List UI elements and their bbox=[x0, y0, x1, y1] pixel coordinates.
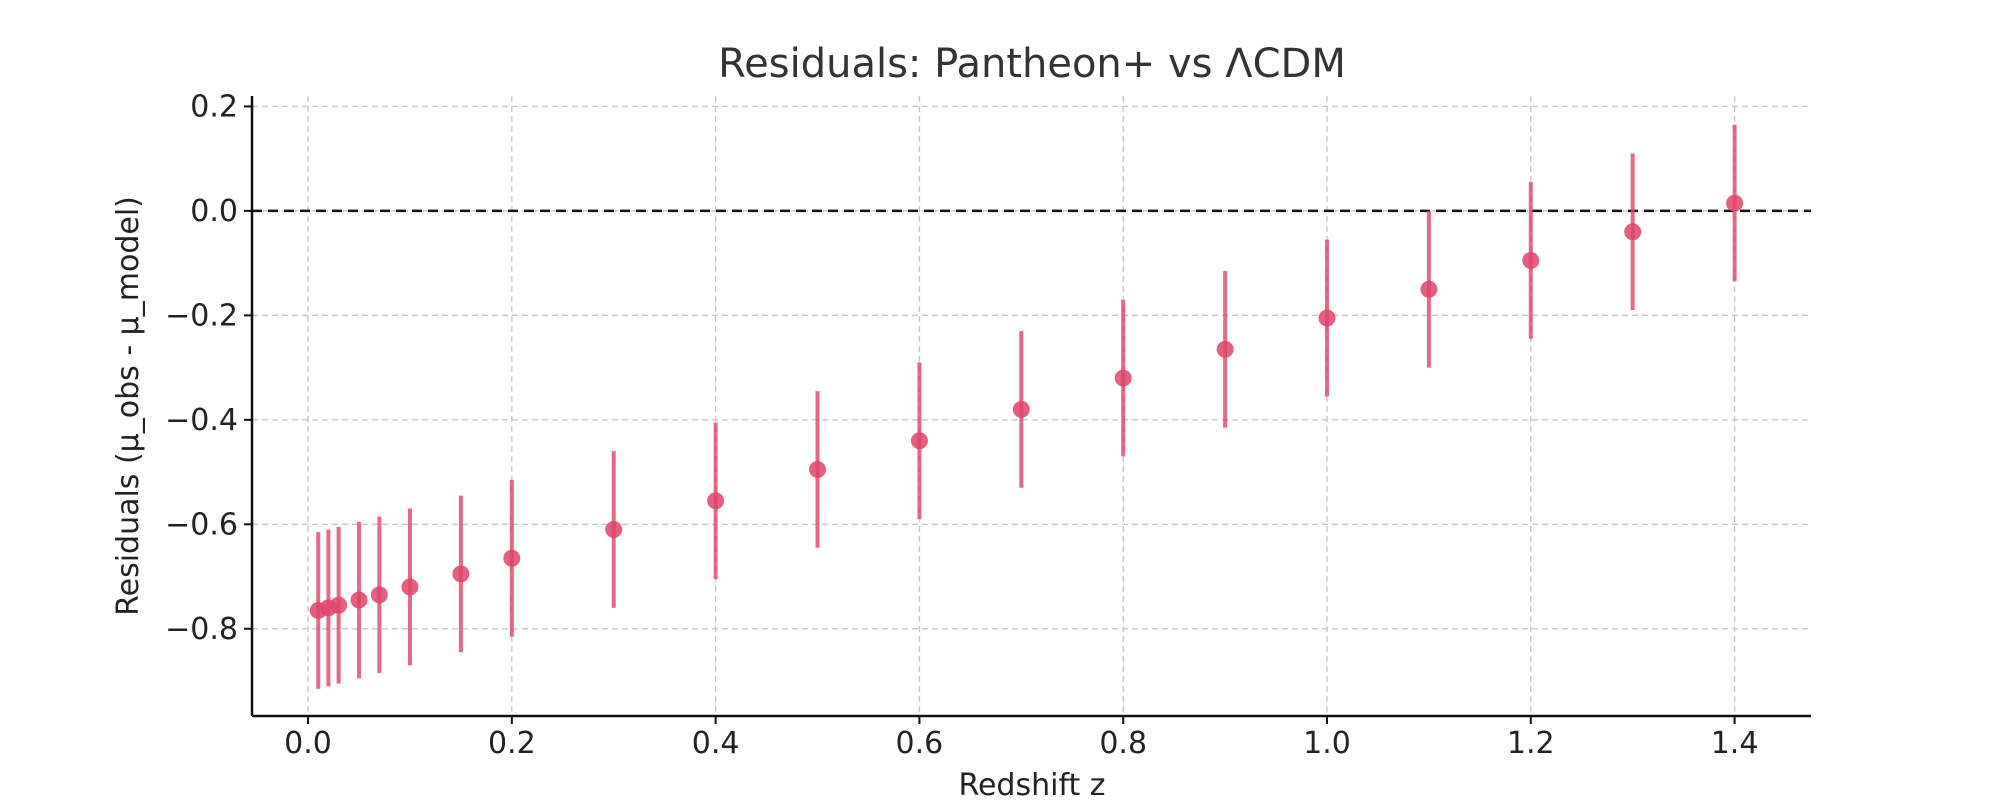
data-point bbox=[370, 516, 388, 674]
data-point bbox=[1216, 270, 1234, 428]
point-marker bbox=[1420, 280, 1438, 298]
data-point bbox=[350, 521, 368, 679]
y-tick-label: −0.6 bbox=[165, 507, 238, 542]
x-ticks: 0.0 0.2 0.4 0.6 0.8 1.0 1.2 1.4 bbox=[284, 716, 1758, 761]
point-marker bbox=[1522, 252, 1540, 270]
grid bbox=[252, 96, 1811, 716]
point-marker bbox=[370, 586, 388, 604]
x-tick-label: 1.4 bbox=[1711, 726, 1759, 761]
y-axis-label: Residuals (μ_obs - μ_model) bbox=[111, 196, 146, 616]
data-point bbox=[1624, 153, 1642, 311]
point-marker bbox=[452, 565, 470, 583]
data-point bbox=[452, 495, 470, 653]
y-tick-label: −0.2 bbox=[165, 298, 238, 333]
y-tick-label: −0.8 bbox=[165, 612, 238, 647]
x-tick-label: 0.0 bbox=[284, 726, 332, 761]
x-tick-label: 1.2 bbox=[1507, 726, 1555, 761]
point-marker bbox=[503, 549, 521, 567]
y-tick-label: 0.0 bbox=[190, 194, 238, 229]
data-point bbox=[1114, 299, 1132, 457]
data-point bbox=[809, 391, 827, 548]
x-axis-label: Redshift z bbox=[958, 768, 1105, 800]
x-tick-label: 0.4 bbox=[692, 726, 740, 761]
axes bbox=[250, 96, 1811, 718]
data-point bbox=[330, 526, 348, 684]
data-point bbox=[401, 508, 419, 666]
point-marker bbox=[1726, 194, 1744, 212]
data-points bbox=[309, 124, 1744, 689]
data-point bbox=[1522, 182, 1540, 339]
x-tick-label: 1.0 bbox=[1303, 726, 1351, 761]
point-marker bbox=[1216, 340, 1234, 358]
y-tick-label: −0.4 bbox=[165, 403, 238, 438]
point-marker bbox=[707, 492, 725, 510]
point-marker bbox=[1318, 309, 1336, 327]
x-tick-label: 0.6 bbox=[896, 726, 944, 761]
data-point bbox=[503, 479, 521, 637]
point-marker bbox=[1012, 400, 1030, 418]
data-point bbox=[910, 362, 928, 520]
data-point bbox=[707, 422, 725, 580]
point-marker bbox=[330, 596, 348, 614]
x-tick-label: 0.2 bbox=[488, 726, 536, 761]
data-point bbox=[605, 451, 623, 608]
data-point bbox=[1318, 239, 1336, 397]
data-point bbox=[1726, 124, 1744, 282]
y-ticks: 0.2 0.0 −0.2 −0.4 −0.6 −0.8 bbox=[165, 89, 252, 647]
data-point bbox=[1012, 331, 1030, 488]
point-marker bbox=[350, 591, 368, 609]
point-marker bbox=[809, 460, 827, 478]
chart-title: Residuals: Pantheon+ vs ΛCDM bbox=[718, 41, 1346, 87]
point-marker bbox=[1624, 223, 1642, 241]
point-marker bbox=[1114, 369, 1132, 387]
x-tick-label: 0.8 bbox=[1099, 726, 1147, 761]
point-marker bbox=[910, 432, 928, 450]
data-point bbox=[1420, 210, 1438, 368]
y-tick-label: 0.2 bbox=[190, 89, 238, 124]
point-marker bbox=[605, 521, 623, 539]
point-marker bbox=[401, 578, 419, 596]
